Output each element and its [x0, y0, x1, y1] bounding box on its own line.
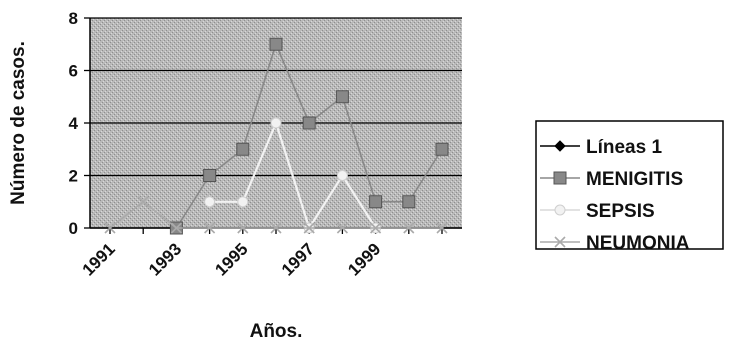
- marker-stroke: [370, 222, 382, 234]
- legend-item-menigitis: MENIGITIS: [540, 169, 683, 190]
- data-point: [204, 222, 216, 234]
- data-point: [302, 116, 316, 130]
- series-menigitis: [169, 37, 449, 235]
- data-point: [204, 196, 216, 208]
- legend-marker: [553, 171, 567, 185]
- data-point: [137, 196, 149, 208]
- data-point: [237, 222, 249, 234]
- data-point: [270, 117, 282, 129]
- y-tick-label: 0: [69, 219, 78, 238]
- data-point: [203, 169, 217, 182]
- x-tick-label: 1999: [344, 239, 384, 279]
- data-point: [236, 142, 250, 156]
- data-point: [104, 222, 116, 234]
- marker-stroke: [436, 222, 448, 234]
- marker-stroke: [137, 196, 149, 208]
- x-tick-label: 1991: [79, 239, 119, 279]
- data-point: [369, 195, 383, 209]
- legend: Líneas 1 MENIGITIS SEPSIS NEUMONIA: [535, 120, 724, 254]
- legend-marker: [554, 140, 566, 152]
- marker-stroke: [403, 222, 415, 234]
- legend-label: Líneas 1: [586, 137, 662, 158]
- y-tick-label: 2: [69, 167, 78, 186]
- legend-label: SEPSIS: [586, 201, 655, 222]
- marker-stroke: [104, 222, 116, 234]
- marker-stroke: [170, 222, 182, 234]
- legend-label: NEUMONIA: [586, 233, 690, 254]
- data-point: [336, 170, 348, 181]
- legend-item-l-neas-1: Líneas 1: [540, 137, 662, 158]
- legend-item-neumonia: NEUMONIA: [540, 233, 690, 254]
- marker-stroke: [204, 222, 216, 234]
- x-tick-labels: 1991 1993 1995 1997 1999: [79, 239, 385, 279]
- x-axis-title: Años.: [250, 321, 303, 342]
- x-tick-label: 1995: [211, 239, 251, 279]
- data-point: [436, 222, 448, 234]
- data-point: [402, 195, 416, 209]
- marker-stroke: [554, 236, 566, 248]
- x-tick-label: 1997: [278, 239, 318, 279]
- data-point: [336, 222, 348, 234]
- y-tick-label: 8: [69, 9, 78, 28]
- marker-stroke: [270, 222, 282, 234]
- data-point: [170, 222, 182, 234]
- marker-stroke: [303, 222, 315, 234]
- legend-label: MENIGITIS: [586, 169, 683, 190]
- series-neumonia: [104, 196, 448, 234]
- legend-marker: [554, 236, 566, 248]
- marker-stroke: [237, 222, 249, 234]
- x-tick-label: 1993: [145, 239, 185, 279]
- series-line: [209, 119, 377, 231]
- data-point: [269, 37, 283, 51]
- legend-box: [535, 120, 724, 250]
- legend-marker: [554, 204, 566, 216]
- data-point: [237, 196, 249, 208]
- y-tick-label: 6: [69, 62, 78, 81]
- data-point: [270, 222, 282, 234]
- series-layer: [104, 37, 449, 235]
- y-tick-labels: 0 2 4 6 8: [69, 9, 79, 238]
- marker-stroke: [336, 222, 348, 234]
- data-point: [435, 142, 449, 156]
- data-point: [335, 90, 349, 104]
- legend-item-sepsis: SEPSIS: [540, 201, 655, 222]
- data-point: [303, 222, 315, 234]
- data-point: [403, 222, 415, 234]
- y-axis-title: Número de casos.: [8, 41, 29, 205]
- y-tick-label: 4: [69, 114, 79, 133]
- data-point: [370, 222, 382, 234]
